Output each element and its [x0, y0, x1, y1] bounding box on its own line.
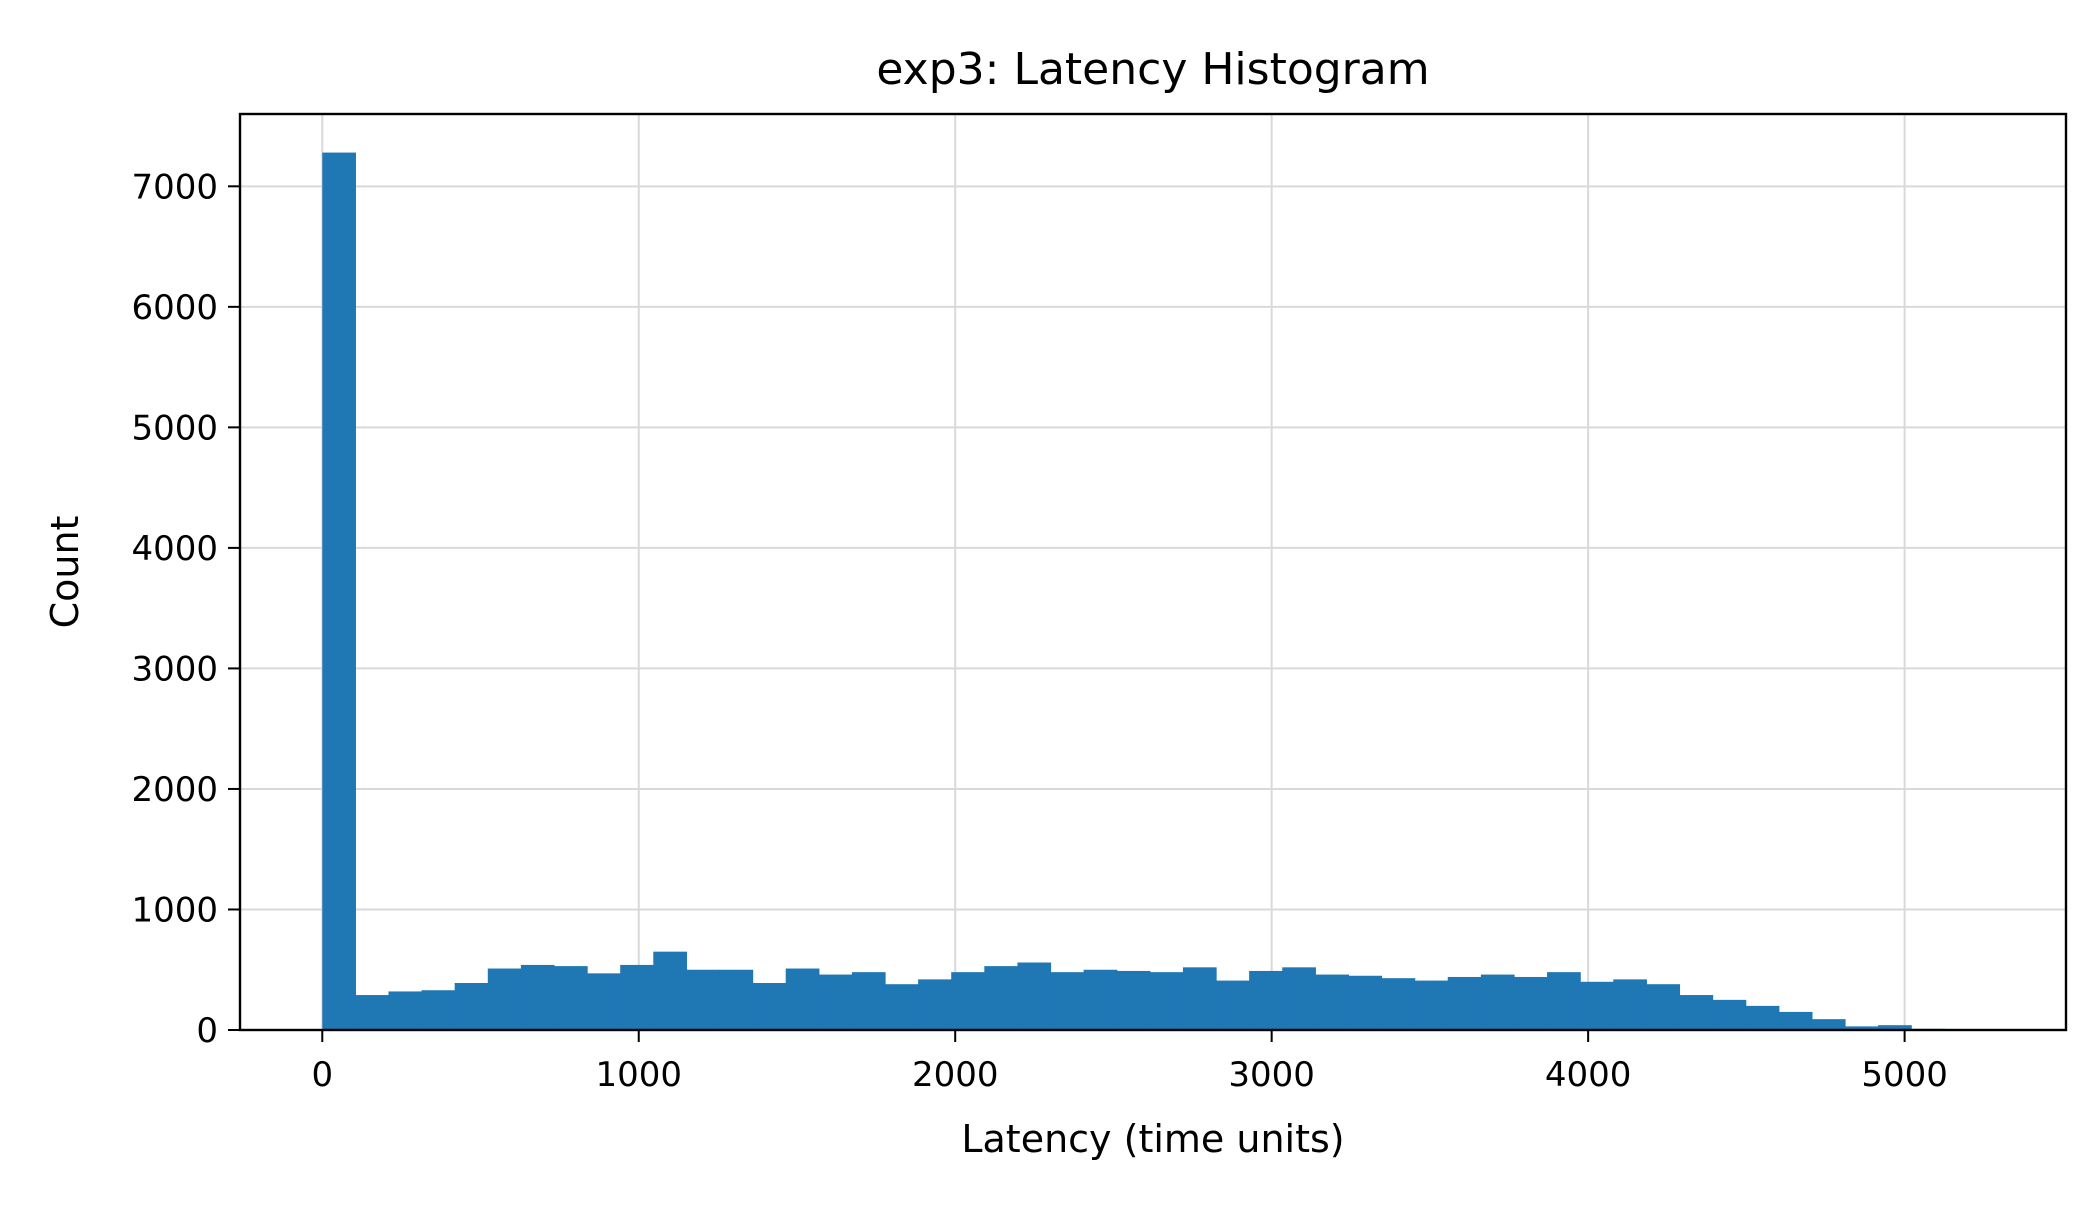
y-tick-label: 6000 — [131, 288, 218, 328]
y-tick-label: 4000 — [131, 529, 218, 569]
grid-layer — [240, 114, 2066, 1030]
x-tick-label: 1000 — [595, 1055, 682, 1095]
histogram-bar — [554, 966, 588, 1030]
histogram-bar — [1779, 1012, 1813, 1030]
x-axis-label: Latency (time units) — [961, 1117, 1344, 1161]
x-tick-label: 5000 — [1861, 1055, 1948, 1095]
histogram-bar — [1183, 967, 1217, 1030]
histogram-bar — [984, 966, 1018, 1030]
histogram-bar — [653, 952, 687, 1030]
histogram-bar — [388, 991, 422, 1030]
histogram-bar — [488, 969, 522, 1030]
histogram-bar — [1713, 1000, 1747, 1030]
histogram-bar — [1348, 976, 1382, 1030]
histogram-bar — [355, 995, 389, 1030]
histogram-bar — [951, 972, 985, 1030]
histogram-bar — [1415, 981, 1449, 1030]
histogram-bar — [918, 979, 952, 1030]
x-tick-label: 0 — [311, 1055, 333, 1095]
histogram-bar — [455, 983, 489, 1030]
histogram-bar — [1315, 975, 1349, 1030]
histogram-bar — [1150, 972, 1184, 1030]
histogram-bar — [1084, 970, 1118, 1030]
histogram-bar — [753, 983, 787, 1030]
histogram-bar — [1481, 975, 1515, 1030]
y-tick-label: 1000 — [131, 890, 218, 930]
histogram-bar — [1812, 1019, 1846, 1030]
histogram-bar — [1613, 979, 1647, 1030]
histogram-bar — [852, 972, 886, 1030]
x-tick-label: 3000 — [1228, 1055, 1315, 1095]
x-tick-label: 4000 — [1545, 1055, 1632, 1095]
y-tick-label: 3000 — [131, 649, 218, 689]
histogram-bar — [587, 973, 621, 1030]
histogram-bar — [1249, 971, 1283, 1030]
histogram-bar — [1017, 963, 1051, 1030]
histogram-bar — [1282, 967, 1316, 1030]
histogram-bar — [1514, 977, 1548, 1030]
histogram-bar — [720, 970, 754, 1030]
histogram-bar — [322, 153, 356, 1030]
histogram-bar — [422, 990, 456, 1030]
histogram-bar — [1051, 972, 1085, 1030]
histogram-bar — [620, 965, 654, 1030]
histogram-bar — [1679, 995, 1713, 1030]
plot-area-frame — [240, 114, 2066, 1030]
histogram-bar — [819, 975, 853, 1030]
x-tick-label: 2000 — [912, 1055, 999, 1095]
histogram-bar — [1382, 978, 1416, 1030]
histogram-bar — [1547, 972, 1581, 1030]
y-tick-label: 2000 — [131, 770, 218, 810]
histogram-bar — [1448, 977, 1482, 1030]
histogram-bar — [1117, 971, 1151, 1030]
histogram-bar — [885, 984, 919, 1030]
histogram-bar — [1746, 1006, 1780, 1030]
histogram-bar — [1216, 981, 1250, 1030]
y-axis-label: Count — [43, 516, 87, 629]
y-tick-label: 0 — [196, 1011, 218, 1051]
histogram-bar — [1646, 984, 1680, 1030]
bar-layer — [322, 153, 2011, 1030]
y-tick-label: 7000 — [131, 167, 218, 207]
histogram-bar — [786, 969, 820, 1030]
histogram-bar — [686, 970, 720, 1030]
y-tick-label: 5000 — [131, 408, 218, 448]
chart-title: exp3: Latency Histogram — [876, 44, 1429, 95]
histogram-bar — [1580, 982, 1614, 1030]
histogram-bar — [521, 965, 555, 1030]
